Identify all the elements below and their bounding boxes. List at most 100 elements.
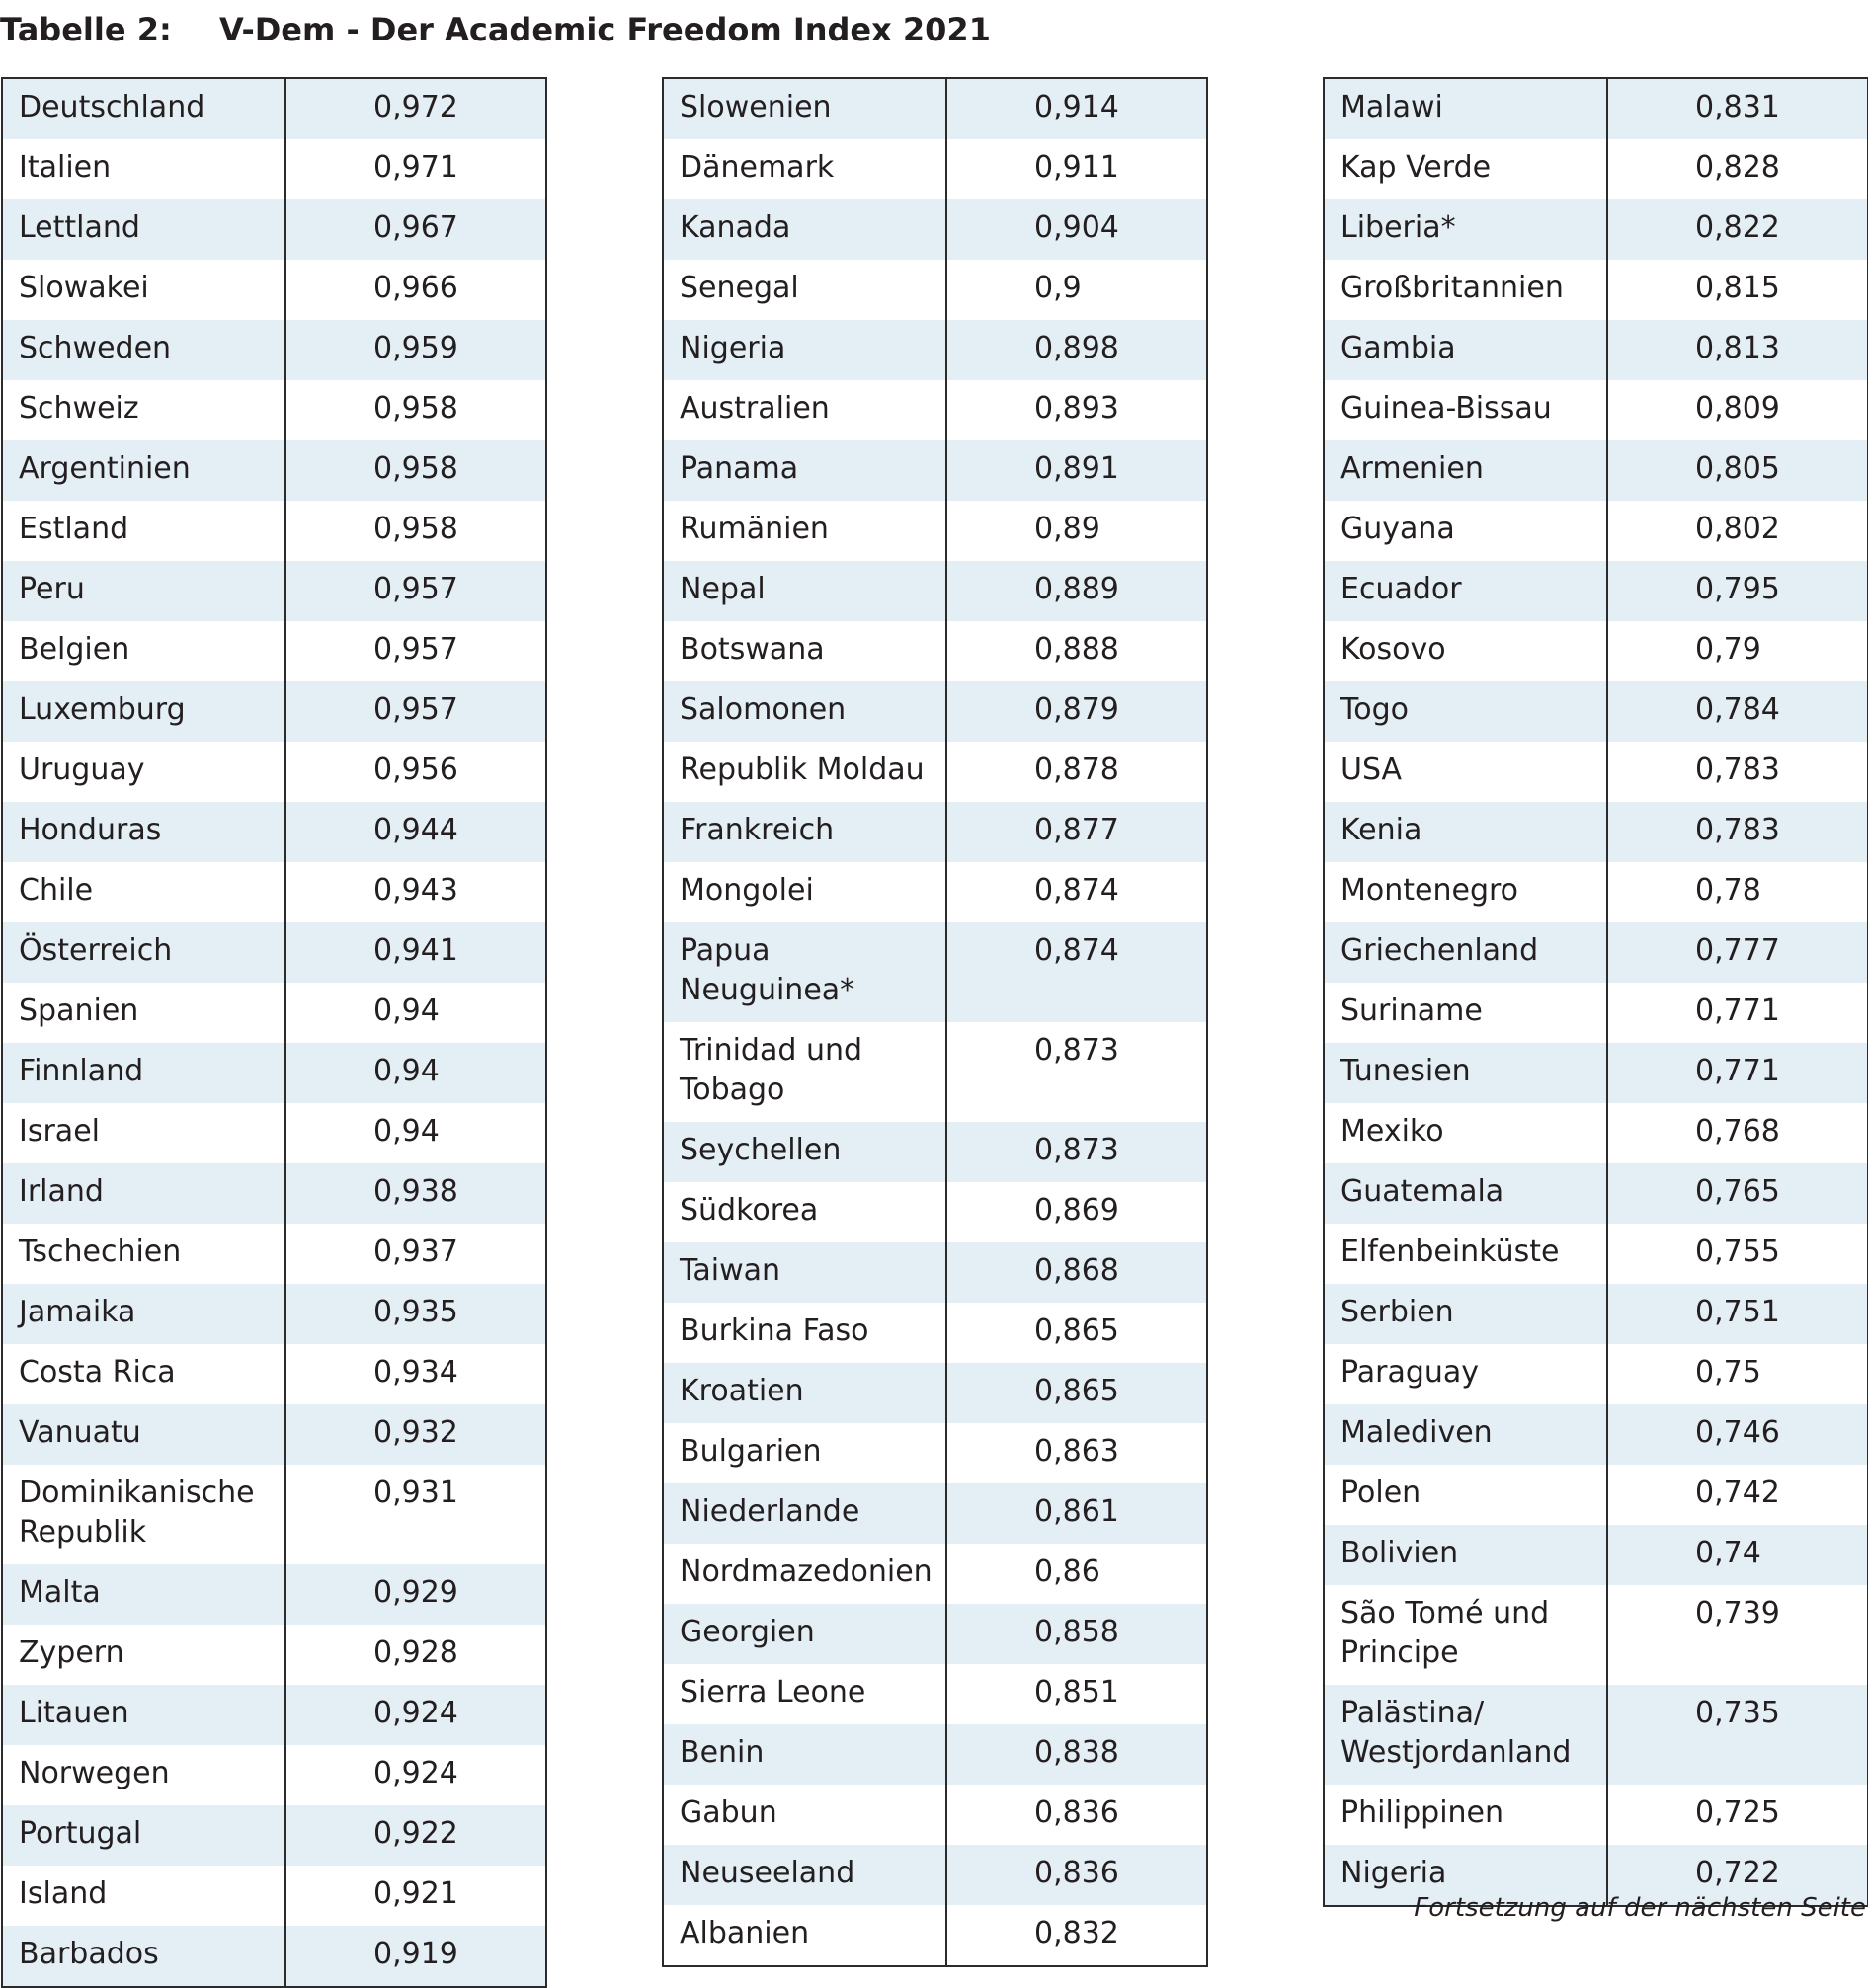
table-row: Österreich 0,941 <box>1 922 547 983</box>
country-name: Norwegen <box>1 1745 286 1805</box>
country-name: Nigeria <box>1323 1845 1608 1906</box>
country-name: Costa Rica <box>1 1344 286 1404</box>
country-name: Rumänien <box>662 501 947 561</box>
table-row: Frankreich 0,877 <box>662 802 1208 862</box>
table-row: Guyana 0,802 <box>1323 501 1868 561</box>
country-name: Schweiz <box>1 380 286 440</box>
index-value: 0,938 <box>284 1163 547 1224</box>
table-row: Schweiz 0,958 <box>1 380 547 440</box>
ranking-table-2: Slowenien 0,914 Dänemark 0,911 Kanada 0,904 Se… <box>662 77 1208 1967</box>
table-row: Mexiko 0,768 <box>1323 1103 1868 1163</box>
table-row: Luxemburg 0,957 <box>1 681 547 742</box>
table-row: Irland 0,938 <box>1 1163 547 1224</box>
index-value: 0,858 <box>945 1604 1208 1664</box>
country-name: Niederlande <box>662 1483 947 1544</box>
table-row: Schweden 0,959 <box>1 320 547 380</box>
table-row: Malta 0,929 <box>1 1564 547 1625</box>
country-name: Serbien <box>1323 1284 1608 1344</box>
table-row: Vanuatu 0,932 <box>1 1404 547 1465</box>
table-row: Guatemala 0,765 <box>1323 1163 1868 1224</box>
table-row: Benin 0,838 <box>662 1724 1208 1785</box>
table-row: Portugal 0,922 <box>1 1805 547 1866</box>
table-row: Gambia 0,813 <box>1323 320 1868 380</box>
country-name: Togo <box>1323 681 1608 742</box>
table-row: Slowenien 0,914 <box>662 78 1208 139</box>
table-row: Lettland 0,967 <box>1 199 547 260</box>
index-value: 0,851 <box>945 1664 1208 1724</box>
table-row: Griechenland 0,777 <box>1323 922 1868 983</box>
country-name: Dominikanische Republik <box>1 1465 286 1564</box>
country-name: Peru <box>1 561 286 621</box>
country-name: Deutschland <box>1 78 286 139</box>
index-value: 0,911 <box>945 139 1208 199</box>
table-row: Republik Moldau 0,878 <box>662 742 1208 802</box>
country-name: Lettland <box>1 199 286 260</box>
index-value: 0,956 <box>284 742 547 802</box>
ranking-table-3: Malawi 0,831 Kap Verde 0,828 Liberia* 0,822 Gr… <box>1323 77 1868 1907</box>
table-row: Ecuador 0,795 <box>1323 561 1868 621</box>
table-row: Spanien 0,94 <box>1 983 547 1043</box>
country-name: Finnland <box>1 1043 286 1103</box>
country-name: Portugal <box>1 1805 286 1866</box>
country-name: Malediven <box>1323 1404 1608 1465</box>
index-value: 0,943 <box>284 862 547 922</box>
country-name: Burkina Faso <box>662 1303 947 1363</box>
country-name: Belgien <box>1 621 286 681</box>
index-value: 0,904 <box>945 199 1208 260</box>
country-name: Nordmazedonien <box>662 1544 947 1604</box>
continuation-note: Fortsetzung auf der nächsten Seite <box>1414 1893 1866 1923</box>
index-value: 0,874 <box>945 922 1208 1022</box>
index-value: 0,914 <box>945 78 1208 139</box>
table-row: Burkina Faso 0,865 <box>662 1303 1208 1363</box>
table-row: Südkorea 0,869 <box>662 1182 1208 1242</box>
index-value: 0,967 <box>284 199 547 260</box>
country-name: Barbados <box>1 1926 286 1987</box>
country-name: Südkorea <box>662 1182 947 1242</box>
table-row: Großbritannien 0,815 <box>1323 260 1868 320</box>
country-name: Tschechien <box>1 1224 286 1284</box>
table-row: Kenia 0,783 <box>1323 802 1868 862</box>
index-value: 0,924 <box>284 1745 547 1805</box>
index-value: 0,79 <box>1606 621 1868 681</box>
table-row: Taiwan 0,868 <box>662 1242 1208 1303</box>
index-value: 0,941 <box>284 922 547 983</box>
country-name: Gambia <box>1323 320 1608 380</box>
index-value: 0,932 <box>284 1404 547 1465</box>
table-row: Sierra Leone 0,851 <box>662 1664 1208 1724</box>
table-row: Nigeria 0,722 <box>1323 1845 1868 1906</box>
index-value: 0,751 <box>1606 1284 1868 1344</box>
table-row: Israel 0,94 <box>1 1103 547 1163</box>
country-name: Zypern <box>1 1625 286 1685</box>
index-value: 0,94 <box>284 1043 547 1103</box>
index-value: 0,957 <box>284 561 547 621</box>
index-value: 0,94 <box>284 1103 547 1163</box>
index-value: 0,831 <box>1606 78 1868 139</box>
country-name: Suriname <box>1323 983 1608 1043</box>
country-name: Frankreich <box>662 802 947 862</box>
country-name: Israel <box>1 1103 286 1163</box>
table-row: Niederlande 0,861 <box>662 1483 1208 1544</box>
country-name: Mongolei <box>662 862 947 922</box>
index-value: 0,959 <box>284 320 547 380</box>
table-row: Trinidad und Tobago 0,873 <box>662 1022 1208 1122</box>
table-row: Australien 0,893 <box>662 380 1208 440</box>
index-value: 0,928 <box>284 1625 547 1685</box>
table-caption: Tabelle 2: V-Dem - Der Academic Freedom I… <box>0 8 991 51</box>
country-name: Republik Moldau <box>662 742 947 802</box>
country-name: Schweden <box>1 320 286 380</box>
table-row: Papua Neuguinea* 0,874 <box>662 922 1208 1022</box>
table-row: Honduras 0,944 <box>1 802 547 862</box>
index-value: 0,893 <box>945 380 1208 440</box>
country-name: Jamaika <box>1 1284 286 1344</box>
country-name: Papua Neuguinea* <box>662 922 947 1022</box>
country-name: Italien <box>1 139 286 199</box>
index-value: 0,784 <box>1606 681 1868 742</box>
index-value: 0,802 <box>1606 501 1868 561</box>
country-name: Chile <box>1 862 286 922</box>
country-name: Georgien <box>662 1604 947 1664</box>
index-value: 0,921 <box>284 1866 547 1926</box>
country-name: Mexiko <box>1323 1103 1608 1163</box>
index-value: 0,966 <box>284 260 547 320</box>
table-row: Tunesien 0,771 <box>1323 1043 1868 1103</box>
index-value: 0,873 <box>945 1022 1208 1122</box>
